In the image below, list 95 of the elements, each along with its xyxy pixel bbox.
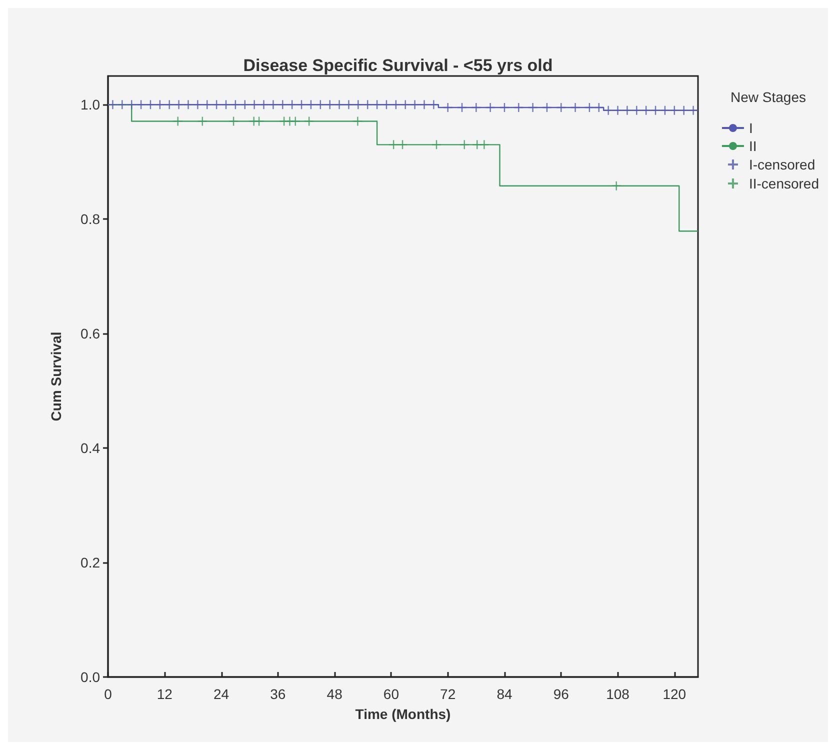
point (431, 140, 442, 150)
point (419, 100, 430, 110)
point (324, 100, 335, 110)
y-tick-label: 0.6 (80, 326, 100, 342)
point (594, 102, 604, 113)
legend-title: New Stages (730, 89, 806, 105)
point (197, 116, 208, 126)
legend-label: I-censored (748, 156, 816, 172)
point (528, 102, 538, 113)
point (410, 100, 420, 110)
point (622, 105, 632, 116)
point (315, 100, 326, 110)
point (306, 100, 316, 110)
y-tick-label: 0.8 (80, 211, 100, 228)
point (459, 140, 470, 150)
point (228, 116, 239, 126)
y-tick-label: 0.0 (80, 669, 100, 685)
point (172, 116, 183, 126)
point (678, 105, 689, 116)
point (362, 100, 373, 110)
point (304, 116, 314, 126)
point (249, 100, 260, 110)
point (154, 100, 166, 110)
point (352, 116, 363, 126)
point (278, 100, 288, 110)
legend-label: I (748, 120, 753, 136)
point (472, 140, 482, 150)
point (660, 105, 670, 116)
point (258, 100, 269, 110)
point (381, 100, 392, 110)
point (390, 100, 402, 110)
point (353, 100, 364, 110)
point (640, 105, 652, 116)
point (268, 100, 278, 110)
point (632, 105, 642, 116)
point (400, 100, 410, 110)
x-tick-label: 108 (606, 686, 630, 702)
point (603, 105, 614, 116)
x-tick-label: 60 (383, 686, 400, 702)
point (136, 100, 146, 110)
point (428, 100, 439, 110)
point (344, 100, 354, 110)
x-tick-label: 72 (440, 686, 456, 702)
point (471, 102, 482, 113)
x-tick-label: 96 (553, 686, 570, 702)
point (220, 100, 232, 110)
point (372, 100, 382, 110)
point (499, 102, 510, 113)
point (514, 102, 524, 113)
y-axis-title: Cum Survival (48, 332, 64, 422)
point (286, 100, 298, 110)
point (290, 116, 300, 126)
y-tick-label: 1.0 (80, 96, 100, 113)
point (388, 140, 399, 150)
point (584, 102, 595, 113)
chart-title: Disease Specific Survival - <55 yrs old (243, 56, 553, 75)
point (556, 102, 566, 113)
x-tick-label: 48 (326, 686, 343, 702)
point (611, 180, 622, 191)
point (612, 105, 623, 116)
point (296, 100, 307, 110)
x-tick-label: 12 (156, 686, 173, 702)
x-tick-label: 36 (270, 686, 286, 702)
y-tick-label: 0.2 (80, 554, 100, 571)
point (240, 100, 250, 110)
point (334, 100, 344, 110)
point (183, 100, 194, 110)
point (650, 105, 661, 116)
point (164, 100, 174, 110)
point (145, 100, 156, 110)
point (397, 140, 408, 150)
x-tick-label: 24 (213, 686, 230, 702)
point (254, 116, 264, 126)
point (456, 102, 468, 113)
x-tick-label: 120 (662, 686, 686, 702)
point (485, 102, 496, 113)
point (108, 100, 118, 110)
point (174, 100, 184, 110)
point (669, 105, 680, 116)
point (126, 100, 137, 110)
legend-label: II-censored (748, 176, 820, 192)
y-tick-label: 0.4 (80, 440, 100, 456)
point (202, 100, 212, 110)
point (479, 140, 490, 150)
point (230, 100, 241, 110)
point (117, 100, 128, 110)
point (211, 100, 222, 110)
x-tick-label: 84 (496, 686, 512, 702)
legend-label: II (748, 138, 757, 154)
x-tick-label: 0 (104, 686, 112, 702)
point (570, 102, 580, 113)
point (442, 102, 453, 113)
point (542, 102, 552, 113)
point (192, 100, 203, 110)
x-axis-title: Time (Months) (355, 706, 451, 722)
